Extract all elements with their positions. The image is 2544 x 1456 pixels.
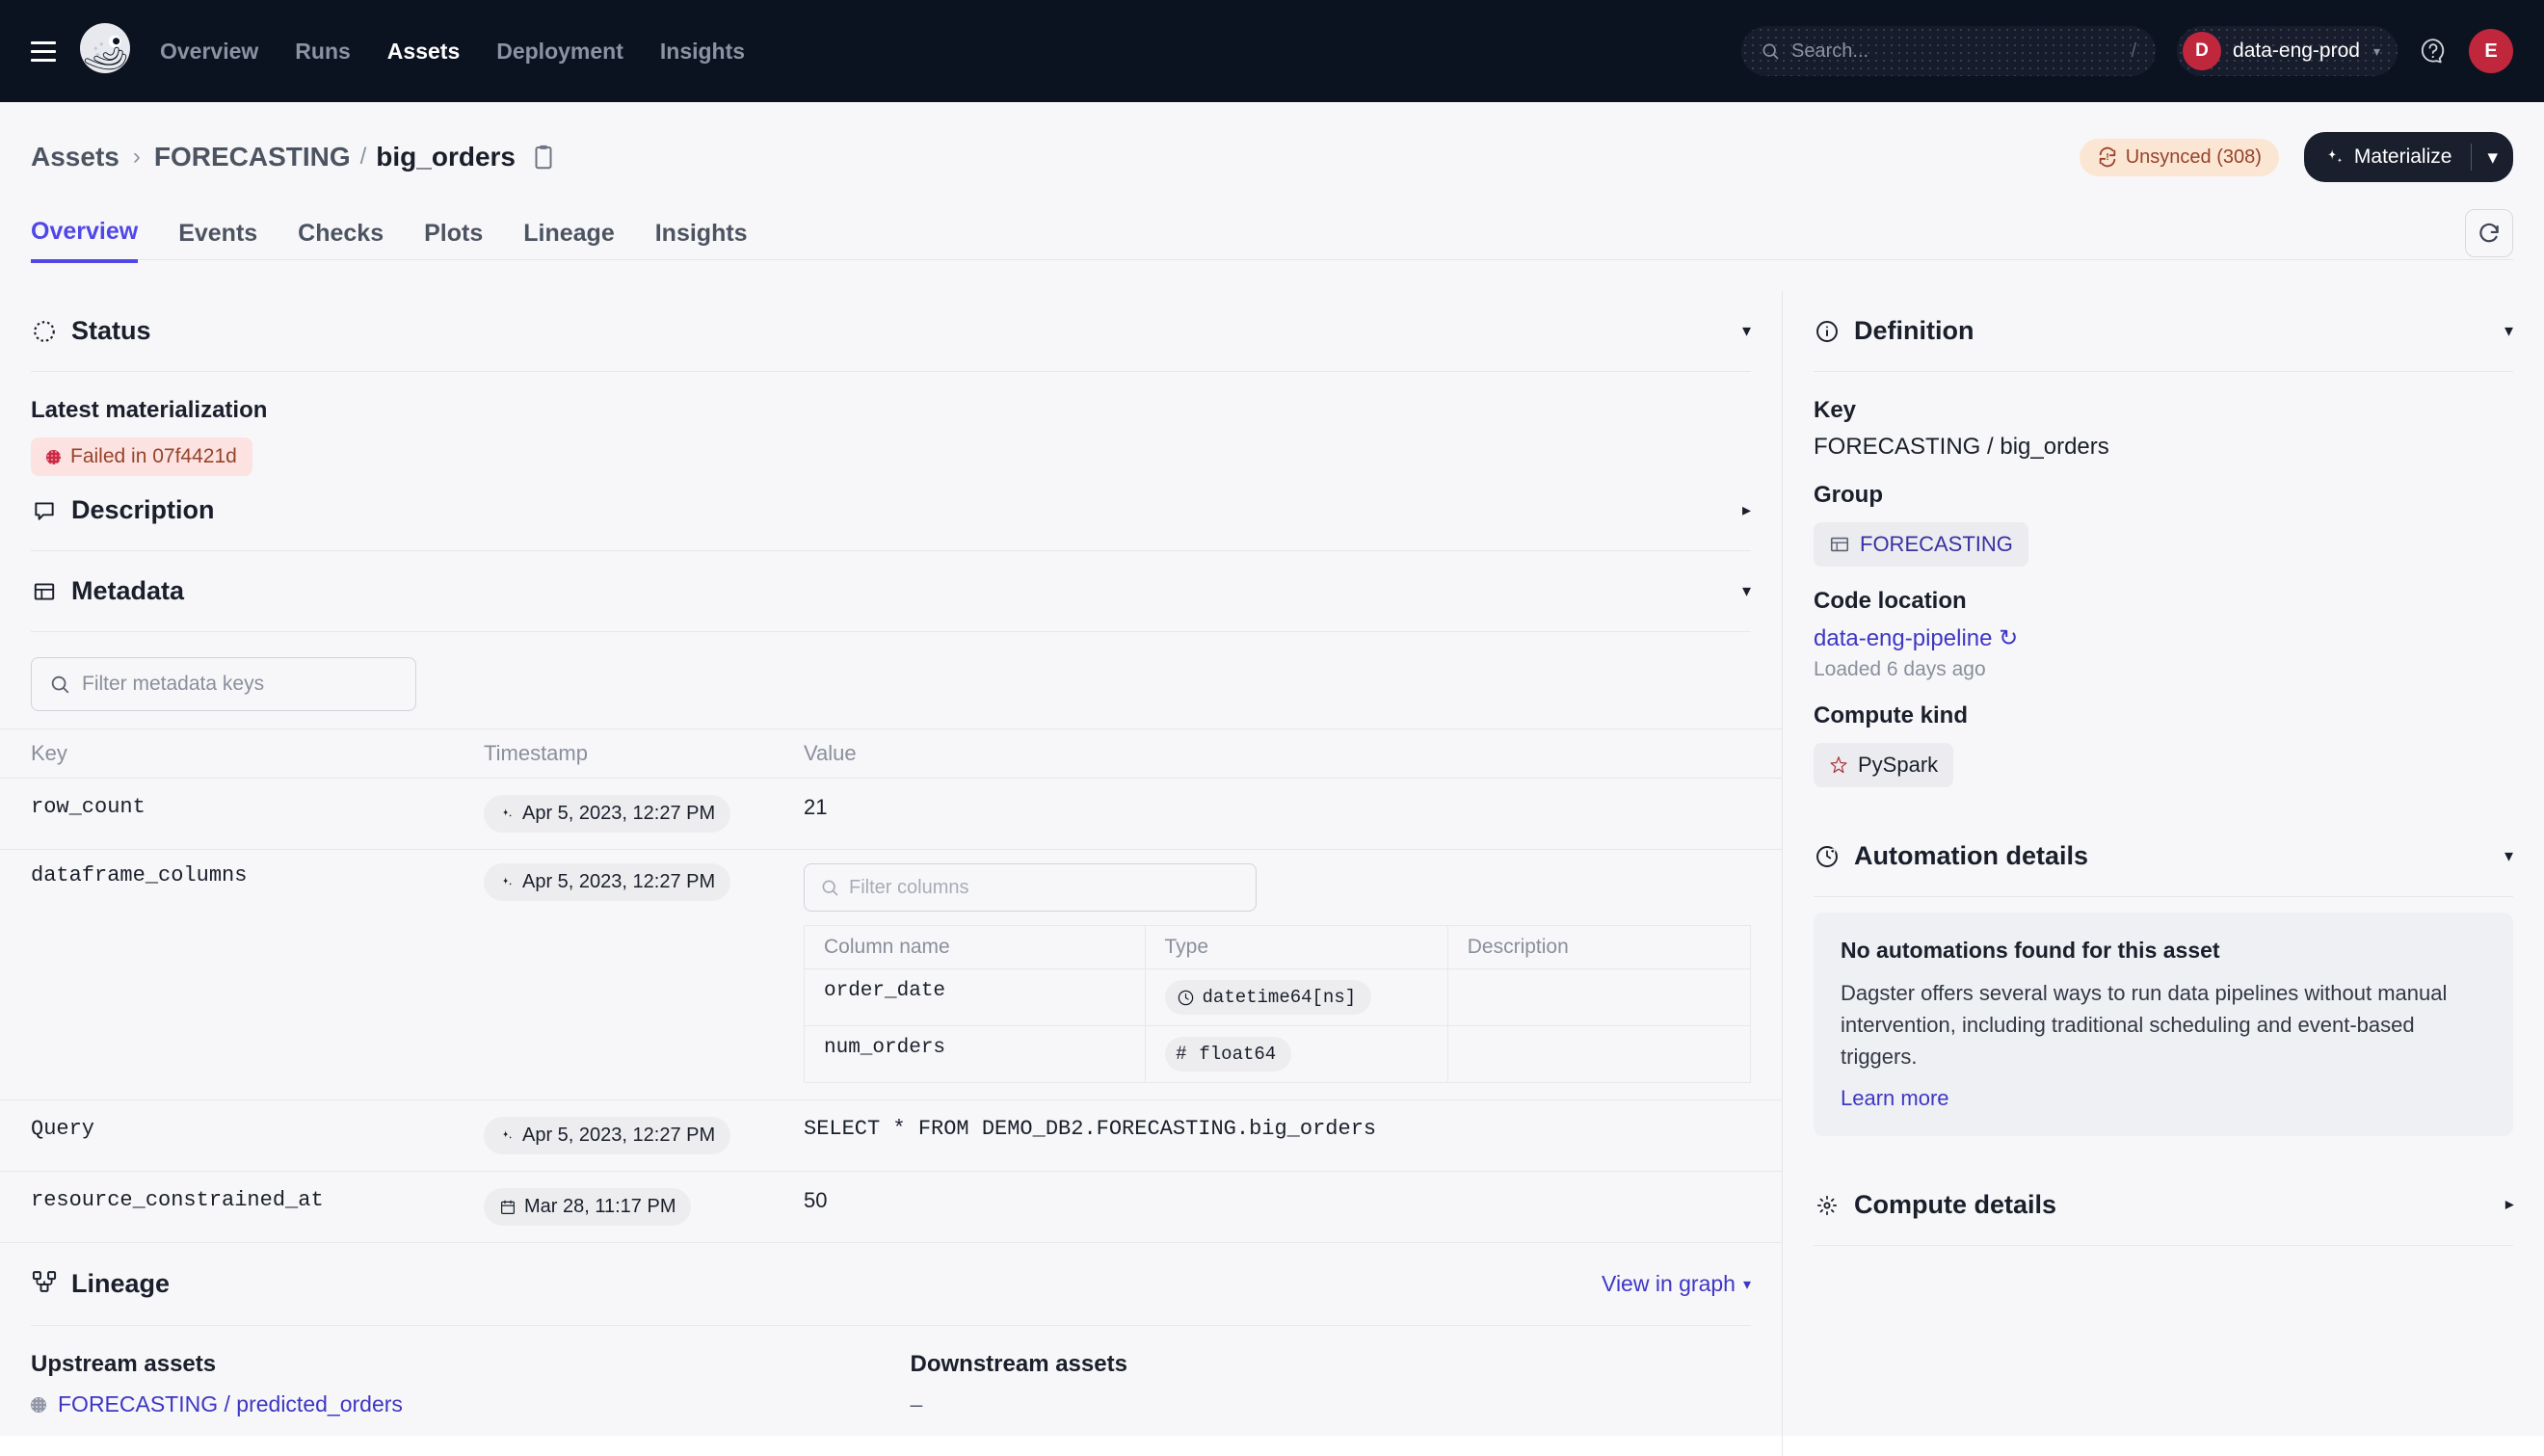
svg-text:!: ! (2106, 152, 2108, 163)
